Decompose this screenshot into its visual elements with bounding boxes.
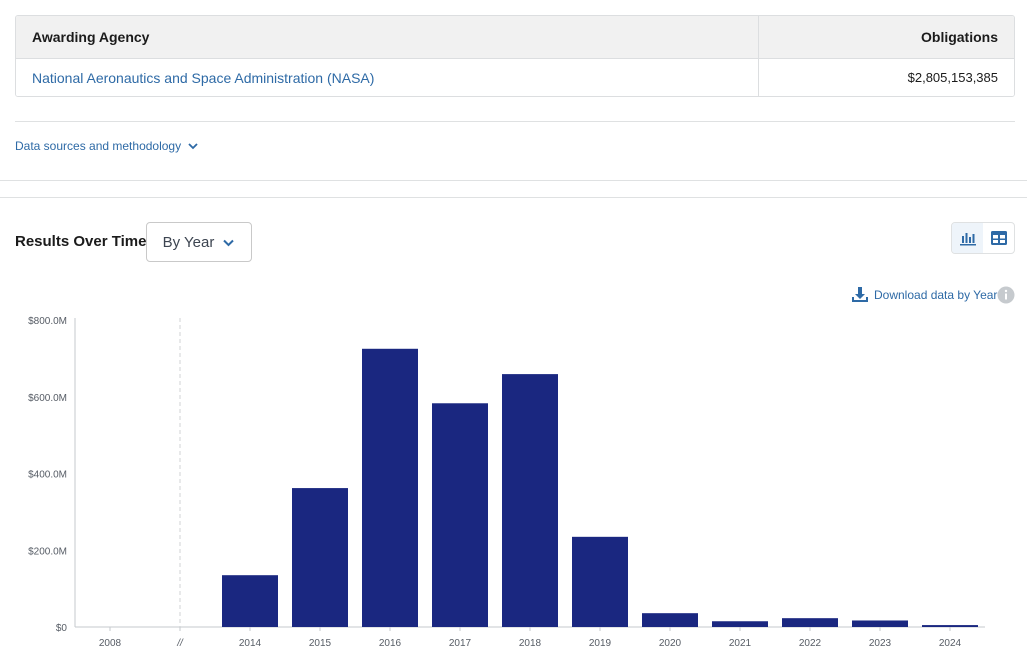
y-tick-label: $200.0M [28, 546, 67, 557]
table-icon [990, 231, 1007, 245]
bar-chart-icon [959, 233, 976, 246]
bar-2017 [432, 403, 488, 627]
info-icon[interactable] [997, 286, 1015, 304]
table-row: National Aeronautics and Space Administr… [16, 59, 1014, 96]
chevron-down-icon [223, 239, 235, 246]
x-tick-label: 2014 [239, 638, 262, 649]
methodology-label: Data sources and methodology [15, 139, 182, 153]
agency-link[interactable]: National Aeronautics and Space Administr… [32, 69, 375, 86]
bar-2023 [852, 620, 908, 627]
download-data-link[interactable]: Download data by Year [851, 286, 997, 304]
bar-2021 [712, 621, 768, 627]
x-tick-label: 2023 [869, 638, 892, 649]
bar-2014 [222, 575, 278, 627]
obligations-amount: $2,805,153,385 [907, 70, 998, 85]
table-view-button[interactable] [983, 223, 1014, 253]
x-tick-label: 2017 [449, 638, 472, 649]
divider [0, 197, 1027, 198]
bar-2024 [922, 625, 978, 627]
bar-2016 [362, 348, 418, 627]
period-select[interactable]: By Year [146, 222, 252, 262]
y-tick-label: $800.0M [28, 316, 67, 327]
x-tick-label: 2024 [939, 638, 962, 649]
chevron-down-icon [188, 143, 198, 150]
header-awarding-agency[interactable]: Awarding Agency [16, 16, 759, 58]
download-label: Download data by Year [874, 288, 998, 302]
methodology-toggle[interactable]: Data sources and methodology [15, 139, 199, 153]
x-tick-label: 2015 [309, 638, 332, 649]
bar-2022 [782, 618, 838, 627]
y-tick-label: $0 [56, 623, 68, 634]
bar-2019 [572, 536, 628, 627]
results-bar-chart: $0 $200.0M $400.0M $600.0M $800.0M 2008 // 2014… [28, 316, 985, 649]
x-tick-label: 2020 [659, 638, 682, 649]
y-tick-label: $600.0M [28, 393, 67, 404]
bar-2015 [292, 488, 348, 627]
divider [0, 180, 1027, 181]
x-tick-label: 2016 [379, 638, 402, 649]
y-tick-label: $400.0M [28, 470, 67, 481]
x-tick-label: 2018 [519, 638, 542, 649]
bar-2020 [642, 613, 698, 627]
x-tick-label: // [176, 638, 184, 649]
x-tick-label: 2022 [799, 638, 822, 649]
divider [15, 121, 1015, 122]
table-header-row: Awarding Agency Obligations [16, 16, 1014, 59]
view-toggle [951, 222, 1015, 254]
bar-chart-view-button[interactable] [952, 223, 983, 253]
results-over-time-title: Results Over Time [15, 233, 147, 250]
x-tick-label: 2019 [589, 638, 612, 649]
period-select-value: By Year [162, 233, 215, 251]
bar-2018 [502, 374, 558, 627]
x-tick-label: 2008 [99, 638, 122, 649]
download-icon [852, 287, 868, 302]
header-obligations[interactable]: Obligations [921, 29, 998, 45]
awarding-agency-table: Awarding Agency Obligations National Aer… [15, 15, 1015, 97]
x-tick-label: 2021 [729, 638, 752, 649]
